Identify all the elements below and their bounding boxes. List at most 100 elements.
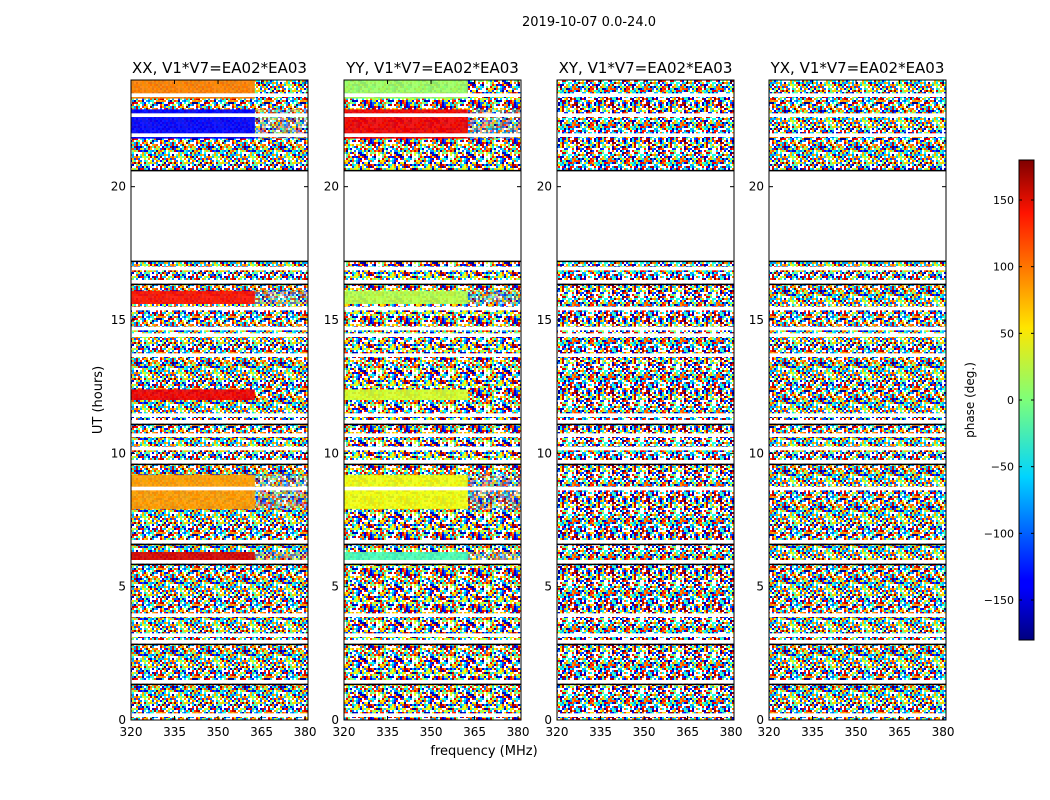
flag-gap: [344, 613, 521, 617]
flag-gap: [131, 113, 308, 117]
panel-3: XY, V1*V7=EA02*EA03 320 335 350 365 380 0 5 10 15…: [537, 59, 743, 739]
y-tick-label: 0: [331, 713, 339, 727]
y-tick-label: 20: [537, 180, 552, 194]
flag-gap: [344, 713, 521, 717]
flag-gap: [769, 280, 946, 284]
panel-heatmap: [344, 80, 521, 720]
flag-gap: [557, 333, 734, 337]
flag-gap: [344, 133, 521, 137]
flag-gap: [557, 420, 734, 424]
x-tick-label: 365: [250, 725, 273, 739]
row-separator: [557, 643, 734, 646]
flag-gap: [131, 460, 308, 464]
flag-gap: [557, 326, 734, 331]
coherent-band-edge: [467, 389, 521, 400]
row-separator: [131, 683, 308, 686]
x-tick-label: 350: [420, 725, 443, 739]
flag-gap: [557, 93, 734, 97]
flag-gap: [557, 486, 734, 491]
flag-gap: [769, 640, 946, 644]
flag-gap: [344, 420, 521, 424]
flag-gap: [769, 446, 946, 451]
flag-gap: [769, 633, 946, 637]
flag-gap: [344, 113, 521, 117]
row-separator: [131, 463, 308, 466]
colorbar-label: phase (deg.): [963, 362, 977, 438]
x-tick-label: 380: [932, 725, 955, 739]
panel-title: YY, V1*V7=EA02*EA03: [345, 59, 519, 77]
row-separator: [344, 423, 521, 426]
coherent-band-edge: [254, 474, 308, 510]
flag-gap: [769, 613, 946, 617]
panel-title: YX, V1*V7=EA02*EA03: [770, 59, 945, 77]
x-tick-label: 365: [676, 725, 699, 739]
flag-gap: [769, 560, 946, 564]
row-separator: [557, 683, 734, 686]
x-axis-label: frequency (MHz): [430, 744, 537, 759]
figure-suptitle: 2019-10-07 0.0-24.0: [522, 15, 656, 30]
flag-gap: [344, 306, 521, 311]
flag-gap: [769, 486, 946, 491]
colorbar-tick-label: −150: [984, 594, 1014, 607]
flagged-range: [131, 170, 308, 262]
coherent-band-edge: [254, 389, 308, 400]
flag-gap: [557, 713, 734, 717]
row-separator: [769, 463, 946, 466]
colorbar-tick-label: −50: [991, 461, 1014, 474]
flag-gap: [131, 133, 308, 137]
flag-gap: [769, 680, 946, 684]
flag-gap: [344, 640, 521, 644]
flag-gap: [557, 446, 734, 451]
flag-gap: [557, 133, 734, 137]
x-tick-label: 320: [546, 725, 569, 739]
flag-gap: [769, 460, 946, 464]
row-separator: [131, 423, 308, 426]
flag-gap: [769, 333, 946, 337]
panel-frame: [343, 79, 522, 721]
flag-gap: [131, 306, 308, 311]
colorbar-tick-label: 0: [1007, 394, 1014, 407]
flagged-range: [769, 170, 946, 262]
flag-gap: [557, 353, 734, 357]
coherent-band-edge: [467, 552, 521, 563]
x-tick-label: 365: [463, 725, 486, 739]
flag-gap: [131, 420, 308, 424]
x-tick-label: 380: [294, 725, 317, 739]
flag-gap: [557, 680, 734, 684]
x-tick-label: 350: [845, 725, 868, 739]
flag-gap: [769, 113, 946, 117]
row-separator: [344, 283, 521, 286]
row-separator: [769, 683, 946, 686]
flag-gap: [344, 266, 521, 271]
colorbar-tick-label: 150: [993, 194, 1014, 207]
flag-gap: [557, 560, 734, 564]
row-separator: [557, 463, 734, 466]
x-tick-label: 335: [801, 725, 824, 739]
panel-heatmap: [557, 80, 734, 720]
row-separator: [769, 283, 946, 286]
y-tick-label: 10: [324, 446, 339, 460]
panel-heatmap: [769, 80, 946, 720]
flag-gap: [131, 433, 308, 437]
flag-gap: [557, 460, 734, 464]
flag-gap: [344, 540, 521, 544]
coherent-band-edge: [467, 474, 521, 510]
coherent-band: [131, 389, 255, 400]
flag-gap: [131, 333, 308, 337]
y-tick-label: 10: [749, 446, 764, 460]
flag-gap: [769, 433, 946, 437]
flag-gap: [344, 333, 521, 337]
panel-2: YY, V1*V7=EA02*EA03 320 335 350 365 380 0 5 10 15…: [324, 59, 530, 739]
panel-frame: [556, 79, 735, 721]
coherent-band: [344, 290, 468, 304]
panel-frame: [130, 79, 309, 721]
row-separator: [131, 543, 308, 546]
flag-gap: [769, 133, 946, 137]
coherent-band: [131, 552, 255, 563]
row-separator: [557, 283, 734, 286]
y-tick-label: 0: [544, 713, 552, 727]
row-separator: [769, 543, 946, 546]
y-tick-label: 20: [111, 180, 126, 194]
y-tick-label: 15: [111, 313, 126, 327]
